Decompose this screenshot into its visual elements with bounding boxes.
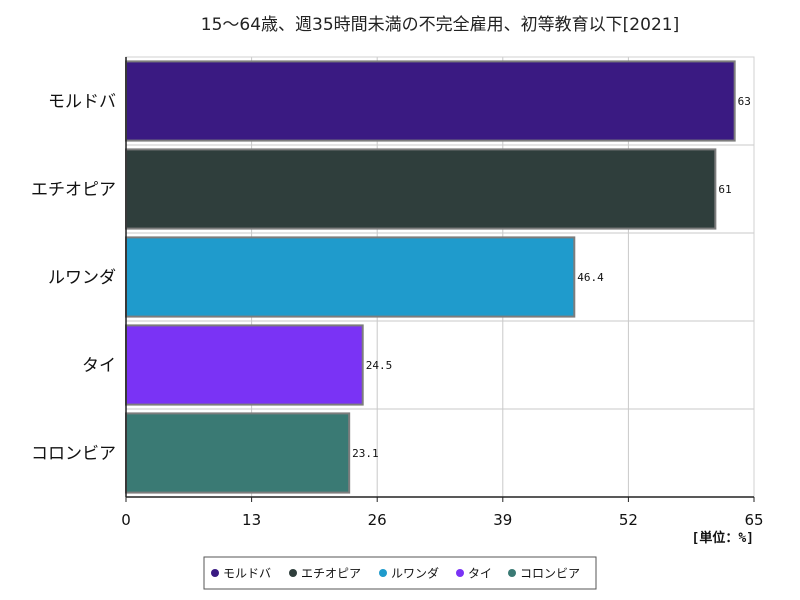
legend-marker bbox=[289, 569, 297, 577]
legend-label: エチオピア bbox=[301, 567, 361, 581]
bar bbox=[125, 148, 717, 230]
bar-value-label: 23.1 bbox=[352, 447, 379, 460]
legend-label: ルワンダ bbox=[391, 566, 439, 581]
x-tick-label: 52 bbox=[619, 511, 638, 529]
category-label: モルドバ bbox=[48, 92, 116, 112]
legend-marker bbox=[379, 569, 387, 577]
bar-value-label: 24.5 bbox=[366, 359, 393, 372]
x-tick-label: 39 bbox=[493, 511, 512, 529]
bar-value-label: 63 bbox=[738, 95, 751, 108]
unit-label: [単位：%] bbox=[692, 530, 754, 546]
bar-value-label: 61 bbox=[718, 183, 731, 196]
legend-marker bbox=[456, 569, 464, 577]
bar bbox=[125, 236, 576, 318]
legend-label: モルドバ bbox=[223, 567, 271, 581]
legend-marker bbox=[508, 569, 516, 577]
category-label: ルワンダ bbox=[48, 268, 116, 288]
category-label: エチオピア bbox=[31, 180, 116, 200]
chart-title: 15～64歳、週35時間未満の不完全雇用、初等教育以下[2021] bbox=[201, 15, 679, 35]
bar-value-label: 46.4 bbox=[577, 271, 604, 284]
x-tick-label: 0 bbox=[121, 511, 131, 529]
x-tick-label: 13 bbox=[242, 511, 261, 529]
x-tick-label: 65 bbox=[744, 511, 763, 529]
bar bbox=[125, 412, 351, 494]
bar bbox=[125, 60, 736, 142]
legend: モルドバ エチオピア ルワンダ タイ コロンビア bbox=[203, 556, 597, 590]
legend-marker bbox=[211, 569, 219, 577]
legend-label: タイ bbox=[468, 567, 492, 581]
legend-box bbox=[203, 556, 597, 590]
category-label: コロンビア bbox=[31, 444, 116, 464]
category-label: タイ bbox=[82, 356, 116, 376]
bars: 63 61 46.4 24.5 23.1 bbox=[125, 60, 751, 494]
bar bbox=[125, 324, 364, 406]
x-tick-label: 26 bbox=[368, 511, 387, 529]
legend-label: コロンビア bbox=[520, 567, 580, 581]
